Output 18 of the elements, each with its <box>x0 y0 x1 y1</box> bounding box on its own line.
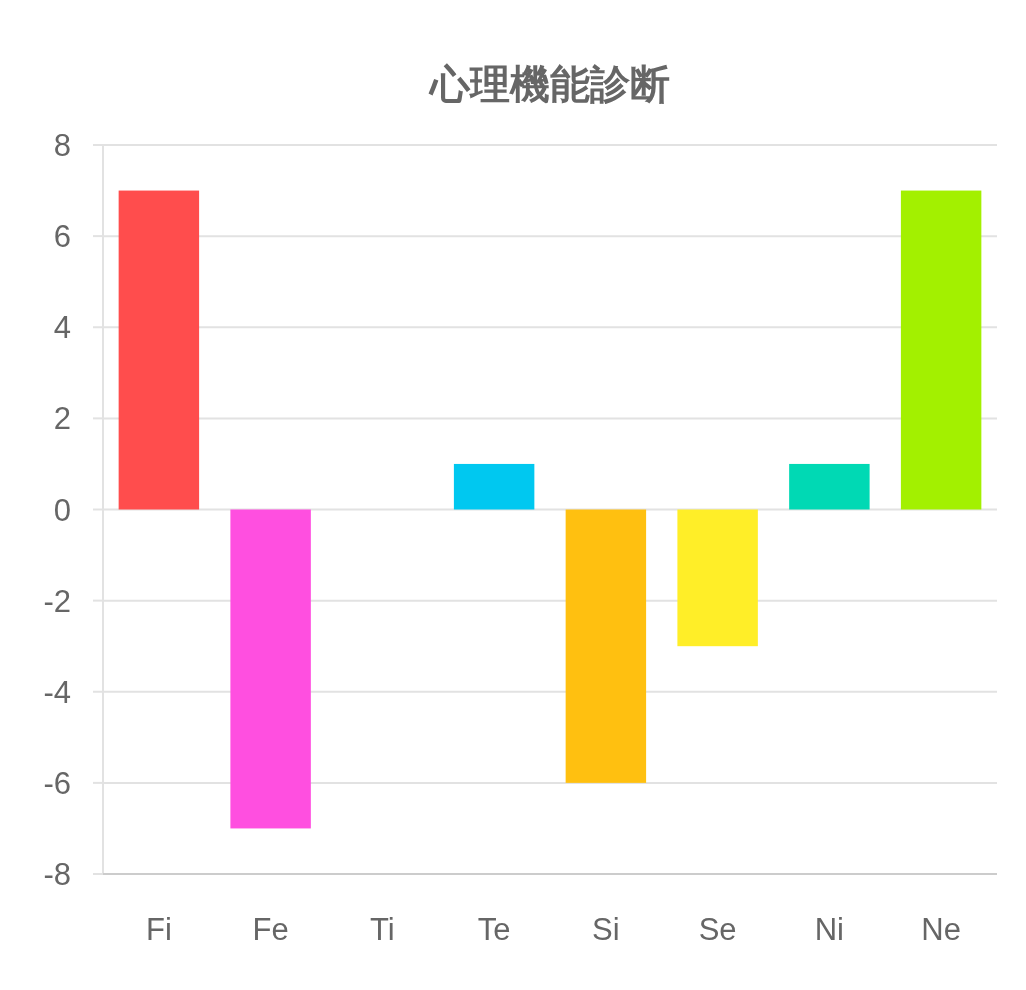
x-tick-label: Ne <box>921 912 961 947</box>
x-tick-label: Fi <box>145 912 172 947</box>
y-tick-label: 8 <box>53 128 71 163</box>
y-tick-label: 2 <box>53 401 71 437</box>
x-tick-label: Ti <box>370 912 395 947</box>
y-tick-label: 4 <box>53 310 71 346</box>
x-tick-label: Ni <box>814 912 845 947</box>
y-tick-label: 6 <box>53 219 71 255</box>
y-tick-label: -6 <box>43 765 71 801</box>
x-tick-label: Fe <box>252 912 289 947</box>
x-tick-label: Te <box>477 912 511 947</box>
x-tick-label: Si <box>592 912 620 947</box>
y-tick-label: -8 <box>43 857 71 892</box>
y-tick-label: 0 <box>53 492 71 528</box>
y-tick-label: -2 <box>43 583 71 619</box>
chart-title: 心理機能診断 <box>428 62 670 106</box>
y-tick-label: -4 <box>43 674 71 710</box>
x-tick-label: Se <box>698 912 737 947</box>
